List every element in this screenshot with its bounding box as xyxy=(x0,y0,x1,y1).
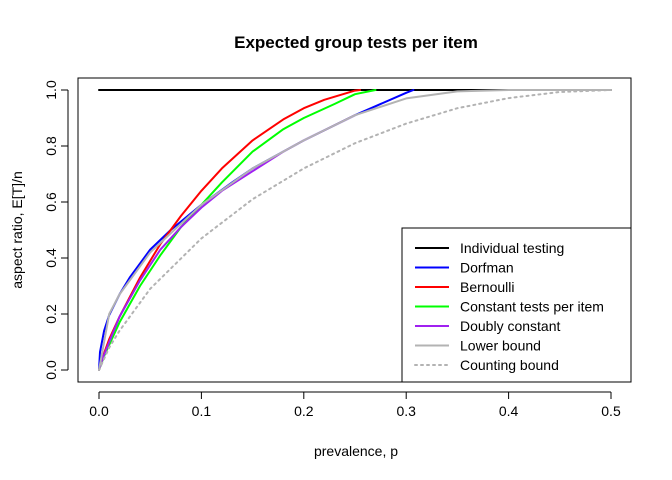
y-tick-label: 1.0 xyxy=(43,80,59,100)
y-axis-label: aspect ratio, E[T]/n xyxy=(9,171,25,289)
y-tick-label: 0.8 xyxy=(43,136,59,156)
legend-label: Constant tests per item xyxy=(460,299,604,315)
x-axis-label: prevalence, p xyxy=(314,443,398,459)
legend-label: Dorfman xyxy=(460,260,514,276)
y-tick-label: 0.6 xyxy=(43,192,59,212)
axes: 0.0 0.1 0.2 0.3 0.4 0.5 0.0 0.2 0.4 0.6 0.8 1.0 xyxy=(43,80,621,419)
y-tick-label: 0.4 xyxy=(43,248,59,268)
series-lines xyxy=(98,89,612,371)
chart-title: Expected group tests per item xyxy=(234,33,478,52)
legend-label: Counting bound xyxy=(460,357,559,373)
series-line-1 xyxy=(98,89,415,371)
x-tick-label: 0.0 xyxy=(89,403,109,419)
legend-label: Bernoulli xyxy=(460,279,514,295)
legend-label: Individual testing xyxy=(460,240,564,256)
x-tick-label: 0.2 xyxy=(294,403,314,419)
x-tick-label: 0.4 xyxy=(499,403,519,419)
y-tick-label: 0.0 xyxy=(43,360,59,380)
x-tick-label: 0.1 xyxy=(192,403,212,419)
legend: Individual testing Dorfman Bernoulli Consta… xyxy=(401,227,632,383)
series-line-6 xyxy=(98,89,612,371)
series-line-3 xyxy=(98,89,377,371)
y-tick-label: 0.2 xyxy=(43,304,59,324)
legend-label: Lower bound xyxy=(460,338,541,354)
legend-box xyxy=(401,227,632,383)
x-tick-label: 0.5 xyxy=(601,403,621,419)
legend-label: Doubly constant xyxy=(460,318,561,334)
series-line-4 xyxy=(98,114,356,371)
series-line-5 xyxy=(98,89,612,371)
x-tick-label: 0.3 xyxy=(396,403,416,419)
